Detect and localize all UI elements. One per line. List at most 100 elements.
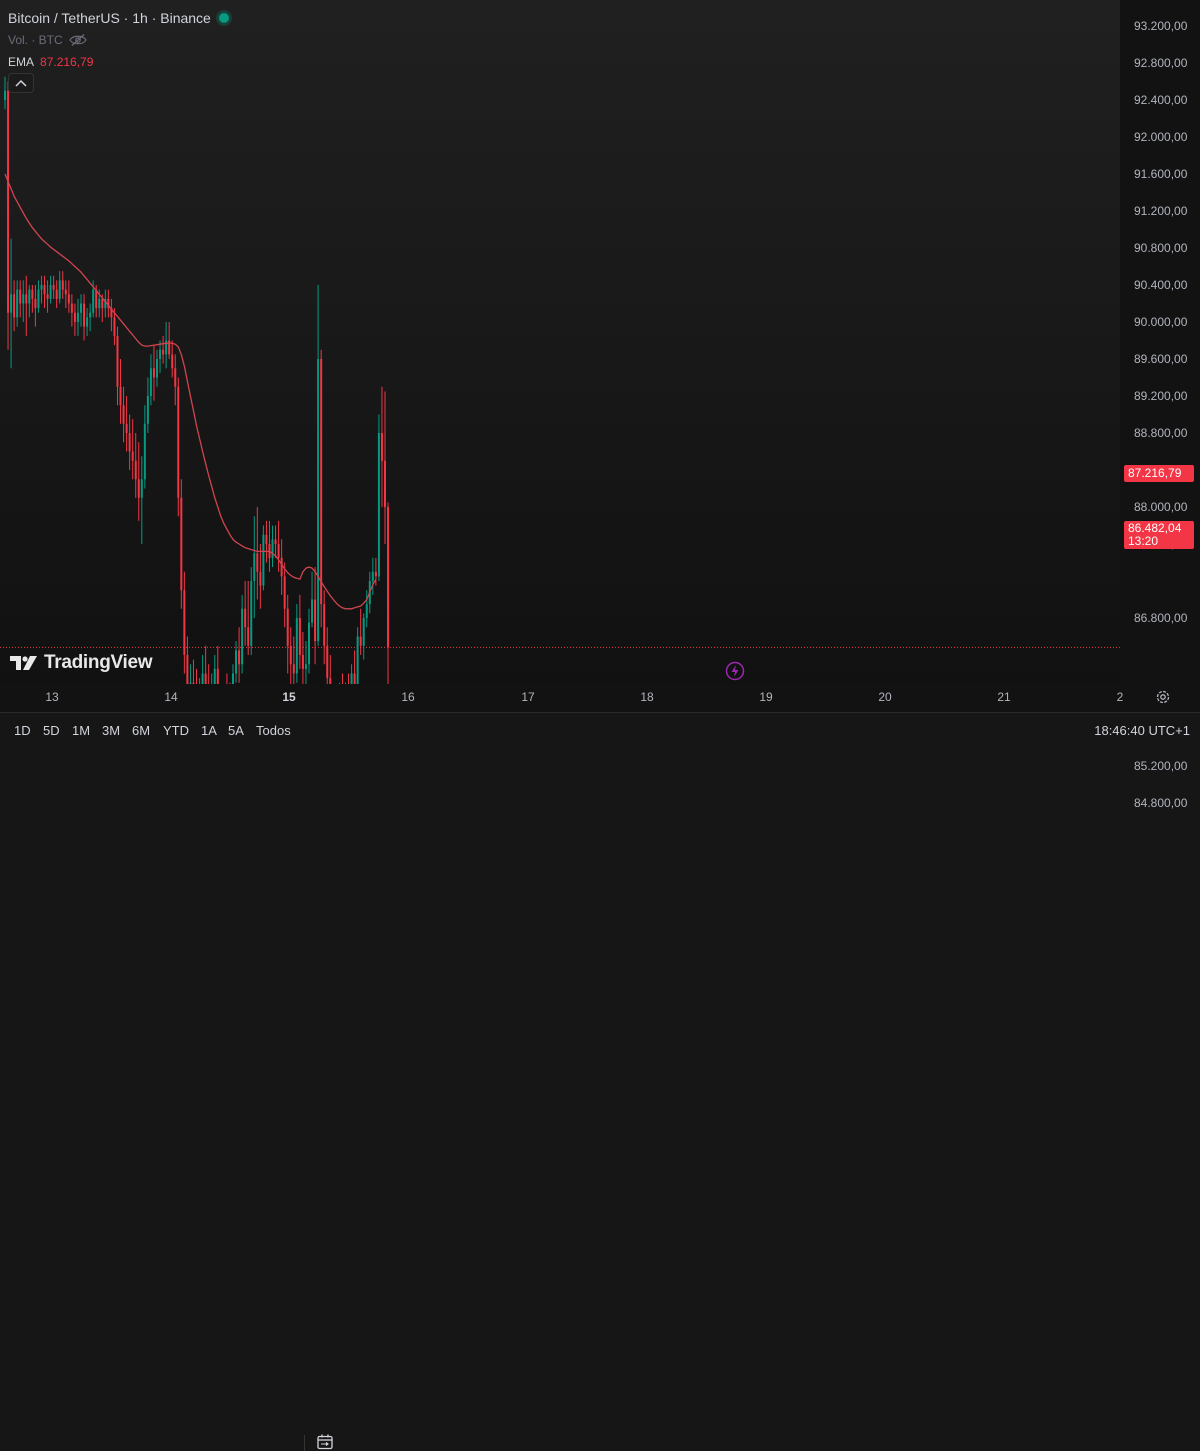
candle[interactable] bbox=[162, 335, 165, 364]
gear-icon[interactable] bbox=[1155, 689, 1171, 705]
candle[interactable] bbox=[143, 405, 146, 489]
candle[interactable] bbox=[22, 280, 25, 322]
candle[interactable] bbox=[61, 271, 64, 299]
candle[interactable] bbox=[308, 608, 310, 674]
candle[interactable] bbox=[235, 641, 238, 683]
candle[interactable] bbox=[67, 280, 70, 313]
candle[interactable] bbox=[371, 557, 374, 595]
candle[interactable] bbox=[168, 322, 171, 359]
candle[interactable] bbox=[247, 581, 250, 655]
candle[interactable] bbox=[49, 275, 52, 304]
candlestick-chart[interactable] bbox=[0, 0, 1120, 684]
candle[interactable] bbox=[201, 655, 204, 684]
candle[interactable] bbox=[259, 544, 262, 609]
range-button-1a[interactable]: 1A bbox=[201, 723, 217, 738]
candle[interactable] bbox=[55, 280, 58, 309]
range-button-1d[interactable]: 1D bbox=[14, 723, 31, 738]
candle[interactable] bbox=[238, 627, 241, 683]
candle[interactable] bbox=[208, 664, 210, 684]
candle[interactable] bbox=[107, 289, 110, 318]
candle[interactable] bbox=[280, 539, 283, 595]
candle[interactable] bbox=[213, 655, 216, 684]
candle[interactable] bbox=[76, 298, 79, 336]
symbol-row[interactable]: Bitcoin / TetherUS · 1h · Binance bbox=[8, 7, 229, 29]
candle[interactable] bbox=[226, 673, 228, 685]
candle[interactable] bbox=[83, 294, 86, 341]
candle[interactable] bbox=[116, 326, 119, 406]
time-axis[interactable]: 13 14 15 16 17 18 19 20 21 2 bbox=[0, 684, 1200, 712]
candle[interactable] bbox=[171, 340, 174, 378]
eye-hidden-icon[interactable] bbox=[68, 33, 87, 47]
candle[interactable] bbox=[204, 645, 207, 684]
range-button-1m[interactable]: 1M bbox=[72, 723, 91, 738]
candle[interactable] bbox=[262, 525, 265, 591]
candle[interactable] bbox=[64, 280, 67, 309]
candle[interactable] bbox=[58, 271, 61, 304]
candle[interactable] bbox=[311, 571, 314, 628]
candle[interactable] bbox=[326, 627, 329, 684]
candle[interactable] bbox=[196, 668, 198, 684]
candle[interactable] bbox=[89, 303, 92, 332]
candle[interactable] bbox=[314, 567, 317, 665]
candle[interactable] bbox=[110, 298, 113, 332]
candle[interactable] bbox=[374, 557, 377, 586]
candle[interactable] bbox=[244, 581, 247, 646]
candle[interactable] bbox=[4, 76, 6, 110]
candle[interactable] bbox=[253, 516, 256, 618]
candle[interactable] bbox=[192, 659, 195, 684]
range-button-todos[interactable]: Todos bbox=[256, 723, 291, 738]
candle[interactable] bbox=[183, 571, 186, 674]
candle[interactable] bbox=[43, 275, 46, 309]
chart-area[interactable] bbox=[0, 0, 1120, 684]
candle[interactable] bbox=[256, 507, 259, 600]
candle[interactable] bbox=[186, 636, 189, 685]
candle[interactable] bbox=[387, 502, 390, 684]
candle[interactable] bbox=[149, 354, 152, 406]
candle[interactable] bbox=[320, 349, 323, 628]
candle[interactable] bbox=[356, 627, 359, 684]
candle[interactable] bbox=[265, 520, 268, 563]
candle[interactable] bbox=[137, 442, 140, 521]
candle[interactable] bbox=[156, 349, 158, 387]
candle[interactable] bbox=[274, 525, 277, 558]
candle[interactable] bbox=[25, 275, 28, 336]
candle[interactable] bbox=[104, 289, 107, 318]
candle[interactable] bbox=[365, 590, 368, 628]
candle[interactable] bbox=[301, 631, 304, 684]
symbol-title[interactable]: Bitcoin / TetherUS · 1h · Binance bbox=[8, 10, 211, 26]
candle[interactable] bbox=[16, 280, 19, 327]
candle[interactable] bbox=[80, 294, 82, 327]
candle[interactable] bbox=[146, 377, 149, 434]
candle[interactable] bbox=[34, 285, 37, 327]
candle[interactable] bbox=[119, 359, 122, 424]
candle[interactable] bbox=[317, 285, 320, 646]
candle[interactable] bbox=[10, 238, 13, 369]
candle[interactable] bbox=[46, 280, 49, 313]
candle[interactable] bbox=[298, 594, 301, 669]
volume-row[interactable]: Vol. · BTC bbox=[8, 29, 229, 51]
candle[interactable] bbox=[277, 520, 280, 572]
candle[interactable] bbox=[174, 354, 177, 406]
candle[interactable] bbox=[292, 636, 295, 685]
candle[interactable] bbox=[37, 280, 40, 313]
candle[interactable] bbox=[304, 641, 307, 684]
candle[interactable] bbox=[40, 275, 43, 304]
range-button-6m[interactable]: 6M bbox=[132, 723, 151, 738]
candle[interactable] bbox=[140, 456, 143, 544]
candle[interactable] bbox=[122, 386, 125, 443]
candle[interactable] bbox=[13, 280, 16, 332]
candle[interactable] bbox=[295, 604, 298, 683]
candle[interactable] bbox=[216, 645, 219, 684]
candle[interactable] bbox=[125, 396, 128, 452]
candle[interactable] bbox=[268, 520, 271, 572]
candle[interactable] bbox=[329, 655, 332, 684]
range-button-3m[interactable]: 3M bbox=[102, 723, 121, 738]
collapse-legend-button[interactable] bbox=[8, 73, 34, 93]
candle[interactable] bbox=[152, 345, 155, 401]
utc-clock[interactable]: 18:46:40 UTC+1 bbox=[1094, 723, 1190, 738]
candle[interactable] bbox=[131, 419, 134, 480]
candle[interactable] bbox=[289, 627, 292, 684]
candle[interactable] bbox=[52, 275, 55, 299]
candle[interactable] bbox=[380, 386, 383, 507]
candle[interactable] bbox=[180, 479, 183, 609]
